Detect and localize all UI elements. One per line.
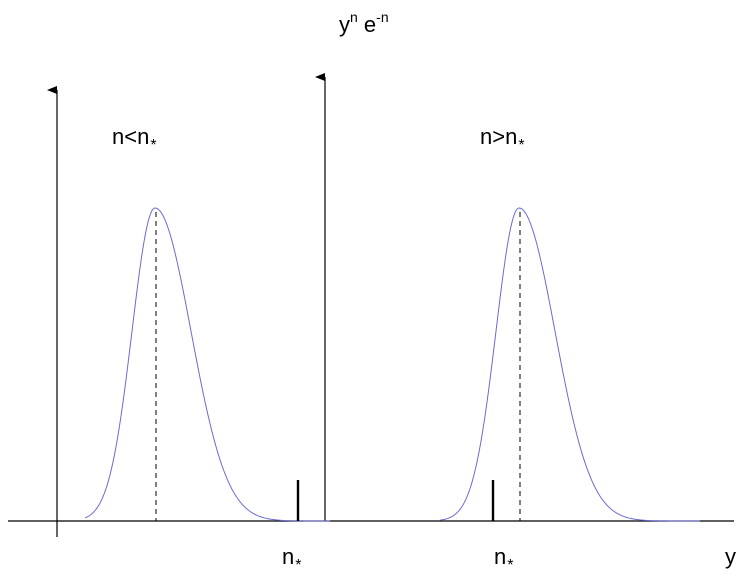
- tick-label-right-nstar: n*: [494, 544, 513, 574]
- region-label-right-star: *: [518, 137, 525, 154]
- title-base-exponent: n: [350, 9, 358, 25]
- tick-label-left-star: *: [295, 557, 302, 574]
- tick-label-right-star: *: [507, 557, 514, 574]
- title-factor: e: [363, 12, 377, 37]
- tick-label-right-main: n: [494, 544, 507, 569]
- region-label-right: n>n*: [480, 124, 525, 154]
- region-label-left-main: n<n: [112, 124, 150, 149]
- tick-label-left-nstar: n*: [282, 544, 301, 574]
- right-peak-curve: [439, 207, 700, 522]
- region-label-left-star: *: [150, 137, 157, 154]
- left-peak-curve: [84, 207, 330, 522]
- tick-label-left-main: n: [282, 544, 295, 569]
- region-label-left: n<n*: [112, 124, 157, 154]
- title-factor-exponent: -n: [376, 9, 389, 25]
- x-axis-label: y: [725, 544, 736, 569]
- region-label-right-main: n>n: [480, 124, 518, 149]
- diagram-title: yn e-n: [339, 10, 389, 37]
- title-base: y: [339, 12, 350, 37]
